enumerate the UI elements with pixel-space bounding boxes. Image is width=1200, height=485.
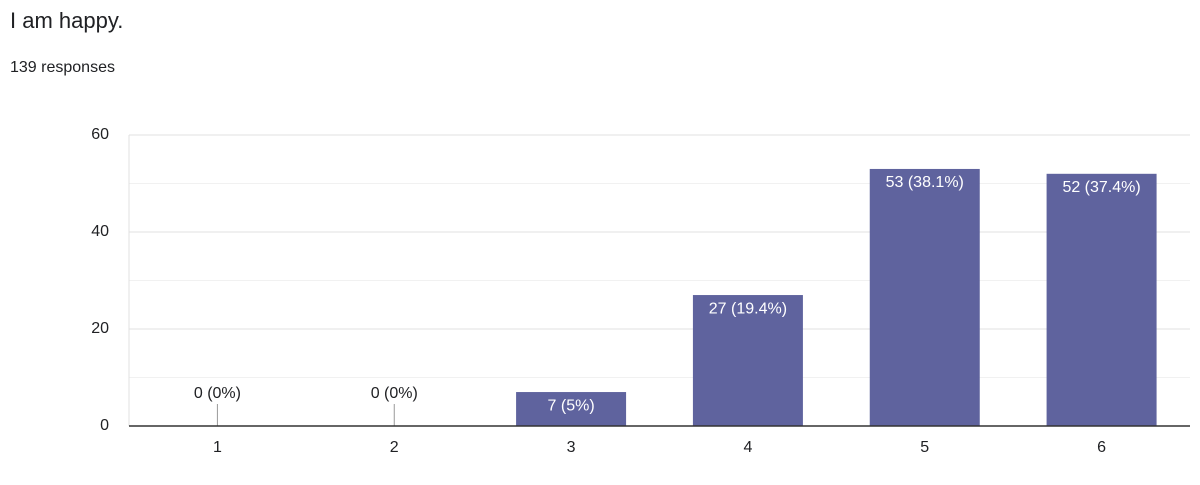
chart-subtitle: 139 responses <box>10 59 115 76</box>
x-tick-label: 3 <box>567 439 576 456</box>
bar <box>1046 173 1157 426</box>
y-tick-label: 20 <box>91 320 109 337</box>
value-label: 7 (5%) <box>548 397 595 414</box>
x-tick-label: 5 <box>920 439 929 456</box>
bar <box>692 295 803 426</box>
value-label: 0 (0%) <box>371 385 418 402</box>
value-label: 53 (38.1%) <box>886 174 964 191</box>
chart-title: I am happy. <box>10 8 123 33</box>
value-label: 27 (19.4%) <box>709 300 787 317</box>
bar <box>869 168 980 426</box>
y-tick-label: 0 <box>100 417 109 434</box>
x-tick-label: 2 <box>390 439 399 456</box>
y-tick-label: 40 <box>91 223 109 240</box>
x-tick-label: 6 <box>1097 439 1106 456</box>
y-tick-label: 60 <box>91 126 109 143</box>
value-label: 0 (0%) <box>194 385 241 402</box>
x-tick-label: 4 <box>743 439 752 456</box>
bar <box>516 392 627 426</box>
x-tick-label: 1 <box>213 439 222 456</box>
value-label: 52 (37.4%) <box>1062 179 1140 196</box>
